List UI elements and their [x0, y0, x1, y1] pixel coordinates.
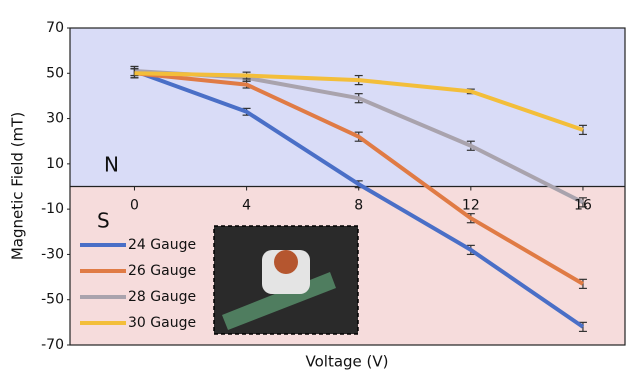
legend-label: 24 Gauge	[128, 237, 196, 253]
y-tick-label: 10	[46, 156, 64, 172]
y-tick-label: -70	[41, 337, 64, 353]
y-tick-label: 50	[46, 65, 64, 81]
y-tick-label: -30	[41, 246, 64, 262]
legend-label: 30 Gauge	[128, 315, 196, 331]
x-tick-label: 16	[574, 198, 592, 214]
legend-label: 28 Gauge	[128, 289, 196, 305]
x-tick-label: 0	[130, 198, 139, 214]
series-line	[133, 69, 585, 329]
legend-label: 26 Gauge	[128, 263, 196, 279]
inset-photo	[213, 225, 359, 335]
north-region	[70, 28, 625, 187]
plot-frame	[69, 27, 626, 346]
south-label: S	[97, 209, 110, 233]
y-tick-label: 70	[46, 20, 64, 36]
x-tick-label: 4	[242, 198, 251, 214]
x-tick-label: 12	[462, 198, 480, 214]
x-axis-label: Voltage (V)	[306, 353, 389, 371]
series-line	[134, 71, 584, 132]
y-tick-label: 30	[46, 111, 64, 127]
x-tick-label: 8	[354, 198, 363, 214]
y-tick-label: -10	[41, 201, 64, 217]
series-line	[134, 71, 584, 286]
y-axis-label: Magnetic Field (mT)	[9, 112, 27, 260]
y-tick-label: -50	[41, 292, 64, 308]
north-label: N	[104, 153, 119, 177]
